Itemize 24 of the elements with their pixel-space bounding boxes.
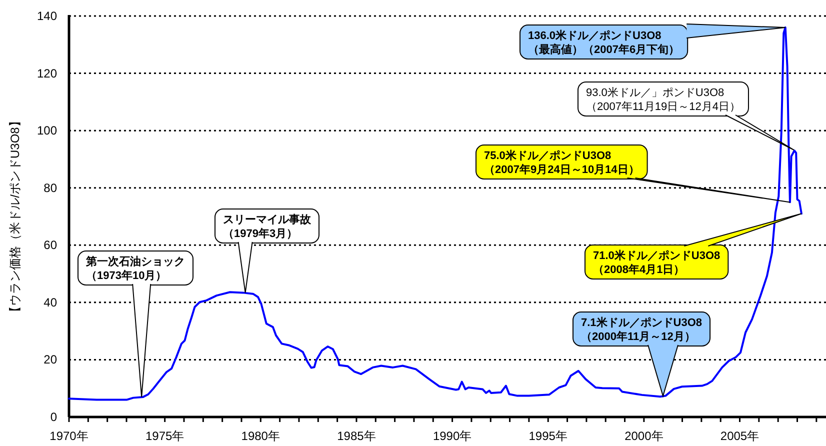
x-tick-label: 1985年 xyxy=(337,429,376,443)
annotation: スリーマイル事故（1979年3月） xyxy=(223,213,312,240)
x-tick-label: 1990年 xyxy=(432,429,472,443)
x-tick-label: 1975年 xyxy=(145,429,184,443)
y-tick-label: 80 xyxy=(44,180,58,195)
x-tick-label: 2005年 xyxy=(720,429,760,443)
annotation: 75.0米ドル／ポンドU3O8（2007年9月24日～10月14日） xyxy=(484,149,640,176)
annotation: 136.0米ドル／ポンドU3O8（最高値）（2007年6月下旬） xyxy=(528,29,680,56)
annotation: 7.1米ドル／ポンドU3O8（2000年11月～12月） xyxy=(581,316,702,343)
y-tick-label: 120 xyxy=(36,66,58,80)
y-tick-label: 60 xyxy=(44,238,58,252)
x-tick-label: 2000年 xyxy=(624,429,664,443)
annotation: 第一次石油ショック（1973年10月） xyxy=(85,255,185,282)
annotation: 93.0米ドル／」ポンドU3O8（2007年11月19日～12月4日） xyxy=(586,86,740,113)
y-tick-label: 140 xyxy=(36,9,58,23)
x-tick-label: 1980年 xyxy=(241,429,280,443)
y-tick-label: 100 xyxy=(36,124,58,138)
y-tick-label: 20 xyxy=(44,352,58,367)
annotation: 71.0米ドル／ポンドU3O8（2008年4月1日） xyxy=(593,249,720,276)
y-tick-label: 40 xyxy=(44,295,58,310)
x-tick-label: 1970年 xyxy=(50,429,88,443)
y-tick-label: 0 xyxy=(50,410,58,424)
y-axis-title: 【ウラン価格（米ドル/ポンドU3O8】 xyxy=(8,115,22,318)
x-tick-label: 1995年 xyxy=(528,429,568,443)
